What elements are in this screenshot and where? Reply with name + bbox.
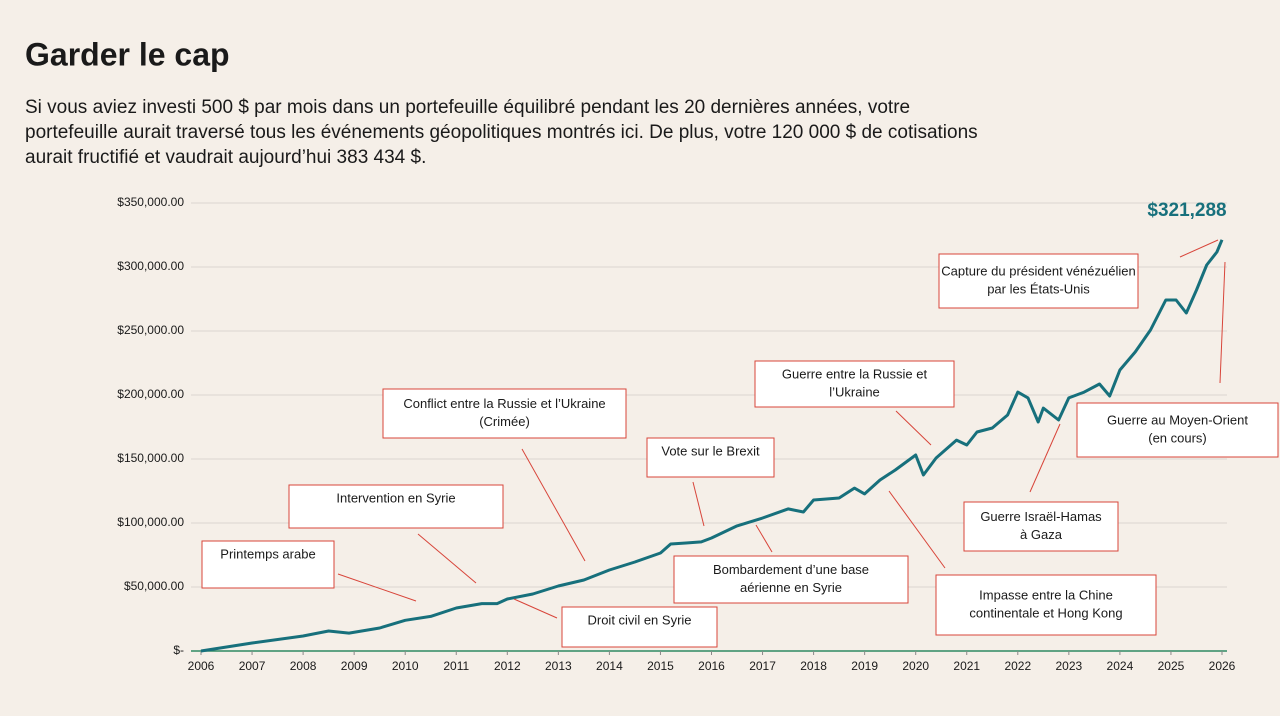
x-tick-label: 2012 bbox=[494, 659, 521, 673]
annotation-box bbox=[646, 437, 775, 478]
annotation-box bbox=[1076, 402, 1279, 458]
callout-line bbox=[513, 598, 558, 619]
x-tick-label: 2014 bbox=[596, 659, 623, 673]
annotation-box bbox=[201, 540, 335, 589]
annotation-text: l’Ukraine bbox=[829, 384, 880, 399]
x-tick-label: 2018 bbox=[800, 659, 827, 673]
subtitle-line: portefeuille aurait traversé tous les év… bbox=[25, 122, 978, 143]
x-tick-label: 2020 bbox=[902, 659, 929, 673]
end-value-label: $321,288 bbox=[1147, 200, 1226, 221]
y-tick-label: $300,000.00 bbox=[117, 259, 184, 273]
callout-line bbox=[692, 481, 705, 527]
x-tick-label: 2019 bbox=[851, 659, 878, 673]
callout-line bbox=[417, 533, 477, 584]
y-tick-label: $100,000.00 bbox=[117, 515, 184, 529]
annotation-text: (Crimée) bbox=[479, 414, 530, 429]
y-tick-label: $250,000.00 bbox=[117, 323, 184, 337]
callout-line bbox=[1029, 423, 1061, 493]
x-tick-label: 2025 bbox=[1158, 659, 1185, 673]
y-tick-label: $- bbox=[173, 643, 184, 657]
y-tick-label: $200,000.00 bbox=[117, 387, 184, 401]
annotation-box bbox=[754, 360, 955, 408]
annotation-text: à Gaza bbox=[1020, 527, 1063, 542]
y-tick-label: $50,000.00 bbox=[124, 579, 184, 593]
annotation-text: Printemps arabe bbox=[220, 546, 315, 561]
callout-line bbox=[895, 410, 932, 446]
annotation-text: Intervention en Syrie bbox=[336, 490, 455, 505]
y-tick-label: $150,000.00 bbox=[117, 451, 184, 465]
subtitle-line: Si vous aviez investi 500 $ par mois dan… bbox=[25, 97, 910, 118]
x-tick-label: 2024 bbox=[1107, 659, 1134, 673]
annotation-text: (en cours) bbox=[1148, 430, 1207, 445]
annotation-text: par les États-Unis bbox=[987, 281, 1090, 296]
annotation-box bbox=[382, 388, 627, 439]
annotation-text: continentale et Hong Kong bbox=[969, 605, 1122, 620]
x-tick-label: 2010 bbox=[392, 659, 419, 673]
annotation-text: Vote sur le Brexit bbox=[661, 443, 760, 458]
annotation-box bbox=[673, 555, 909, 604]
annotation-text: Guerre Israël-Hamas bbox=[980, 509, 1102, 524]
annotation-text: Impasse entre la Chine bbox=[979, 587, 1113, 602]
callout-line bbox=[337, 573, 417, 602]
x-tick-label: 2011 bbox=[443, 659, 469, 673]
annotation-text: Bombardement d’une base bbox=[713, 562, 869, 577]
callout-line bbox=[521, 448, 586, 562]
annotation-text: Guerre au Moyen-Orient bbox=[1107, 412, 1248, 427]
callout-line bbox=[1219, 261, 1226, 384]
annotation-box bbox=[963, 501, 1119, 552]
x-tick-label: 2013 bbox=[545, 659, 572, 673]
callout-line bbox=[755, 524, 773, 553]
callout-line bbox=[888, 490, 946, 569]
annotation-text: Droit civil en Syrie bbox=[587, 612, 691, 627]
x-tick-label: 2007 bbox=[239, 659, 266, 673]
x-tick-label: 2008 bbox=[290, 659, 317, 673]
x-tick-label: 2017 bbox=[749, 659, 776, 673]
data-line bbox=[200, 239, 1224, 653]
x-tick-label: 2006 bbox=[188, 659, 215, 673]
x-tick-label: 2022 bbox=[1004, 659, 1031, 673]
annotation-text: Capture du président vénézuélien bbox=[941, 263, 1135, 278]
callout-line bbox=[1179, 239, 1219, 258]
x-tick-label: 2023 bbox=[1055, 659, 1082, 673]
subtitle-line: aurait fructifié et vaudrait aujourd’hui… bbox=[25, 147, 426, 168]
x-tick-label: 2015 bbox=[647, 659, 674, 673]
annotation-text: aérienne en Syrie bbox=[740, 580, 842, 595]
annotation-text: Guerre entre la Russie et bbox=[782, 366, 928, 381]
subtitle: Si vous aviez investi 500 $ par mois dan… bbox=[25, 97, 978, 168]
x-tick-label: 2021 bbox=[953, 659, 980, 673]
x-tick-label: 2026 bbox=[1209, 659, 1236, 673]
annotation-box bbox=[288, 484, 504, 529]
annotation-box bbox=[935, 574, 1157, 636]
y-tick-label: $350,000.00 bbox=[117, 195, 184, 209]
annotation-text: Conflict entre la Russie et l’Ukraine bbox=[403, 396, 605, 411]
x-tick-label: 2016 bbox=[698, 659, 725, 673]
x-tick-label: 2009 bbox=[341, 659, 368, 673]
annotation-box bbox=[938, 253, 1139, 309]
chart-title: Garder le cap bbox=[25, 36, 230, 72]
annotation-box bbox=[561, 606, 718, 648]
